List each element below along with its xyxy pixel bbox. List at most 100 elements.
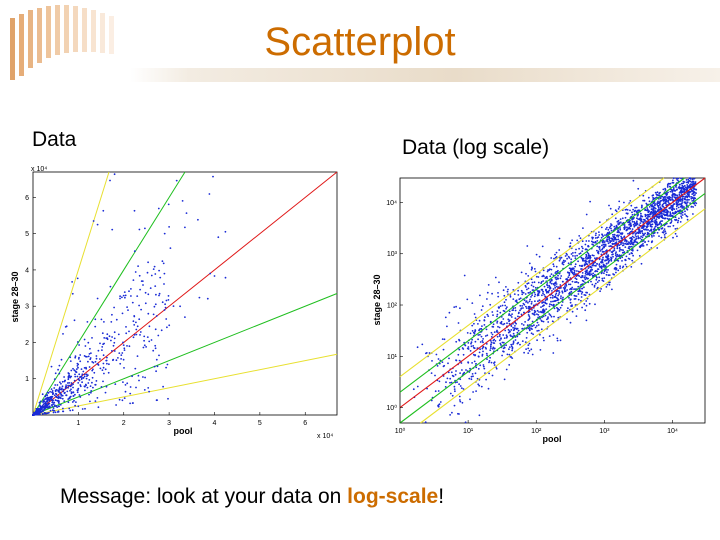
data-point [113, 341, 116, 344]
data-point [120, 358, 122, 360]
data-point [528, 262, 531, 265]
data-point [491, 333, 494, 336]
data-point [487, 284, 490, 286]
data-point [530, 301, 533, 303]
data-point [629, 209, 631, 212]
data-point [52, 403, 54, 406]
data-point [155, 358, 158, 361]
data-point [119, 295, 121, 298]
data-point [581, 245, 583, 248]
data-point [77, 366, 79, 369]
data-point [140, 308, 143, 311]
data-point [533, 291, 536, 294]
data-point [671, 191, 674, 193]
data-point [40, 408, 43, 410]
data-point [572, 255, 574, 257]
data-point [678, 186, 681, 188]
data-point [653, 197, 656, 200]
data-point [481, 347, 484, 350]
data-point [527, 301, 529, 304]
data-point [537, 276, 540, 278]
y-tick-label: 3 [25, 304, 29, 311]
data-point [165, 366, 168, 369]
data-point [48, 405, 51, 408]
data-point [630, 230, 633, 233]
data-point [634, 234, 637, 236]
data-point [540, 306, 542, 308]
data-point [568, 267, 571, 270]
data-point [167, 203, 170, 206]
data-point [502, 318, 505, 320]
data-point [629, 246, 632, 248]
data-point [121, 352, 124, 354]
data-point [500, 320, 503, 323]
data-point [51, 405, 54, 407]
data-point [687, 180, 690, 183]
data-point [143, 339, 146, 342]
data-point [577, 290, 580, 293]
data-point [522, 307, 524, 309]
data-point [583, 276, 586, 279]
data-point [184, 226, 186, 229]
data-point [456, 381, 458, 383]
data-point [563, 290, 566, 293]
data-point [521, 340, 524, 342]
data-point [679, 203, 682, 205]
data-point [46, 399, 49, 402]
data-point [83, 385, 86, 388]
data-point [574, 265, 576, 268]
data-point [607, 228, 610, 231]
data-point [154, 303, 157, 306]
data-point [556, 290, 559, 292]
data-point [134, 271, 137, 273]
data-point [54, 384, 57, 386]
data-point [554, 286, 557, 289]
data-point [505, 334, 508, 337]
data-point [522, 302, 525, 305]
data-point [94, 400, 97, 402]
reference-line [32, 353, 338, 416]
data-point [115, 318, 118, 321]
data-point [544, 299, 547, 302]
data-point [59, 381, 61, 384]
data-point [590, 266, 593, 269]
data-point [70, 384, 73, 386]
data-point [601, 251, 604, 253]
data-point [549, 287, 552, 290]
data-point [50, 388, 53, 390]
data-point [52, 393, 54, 396]
data-point [574, 263, 577, 266]
data-point [668, 195, 671, 198]
data-point [600, 236, 603, 239]
data-point [631, 228, 634, 230]
data-point [605, 273, 608, 276]
data-point [527, 275, 530, 277]
data-point [656, 247, 659, 249]
data-point [100, 318, 103, 321]
data-point [623, 236, 625, 239]
data-point [510, 329, 513, 331]
data-point [507, 328, 510, 331]
data-point [694, 188, 697, 191]
data-point [560, 256, 563, 259]
data-point [558, 259, 561, 262]
data-point [512, 340, 515, 343]
data-point [683, 201, 686, 204]
data-point [614, 252, 617, 255]
data-point [625, 240, 628, 243]
data-point [655, 225, 657, 227]
data-point [548, 285, 551, 288]
data-point [550, 268, 553, 271]
data-point [567, 262, 570, 265]
data-point [458, 359, 461, 362]
data-point [616, 247, 619, 250]
data-point [90, 352, 92, 354]
x-tick-label: 10⁰ [395, 427, 406, 435]
data-point [523, 299, 526, 302]
data-point [64, 326, 67, 328]
data-point [630, 245, 633, 248]
data-point [504, 304, 507, 307]
data-point [421, 343, 424, 346]
data-point [57, 368, 59, 371]
data-point [519, 343, 521, 346]
